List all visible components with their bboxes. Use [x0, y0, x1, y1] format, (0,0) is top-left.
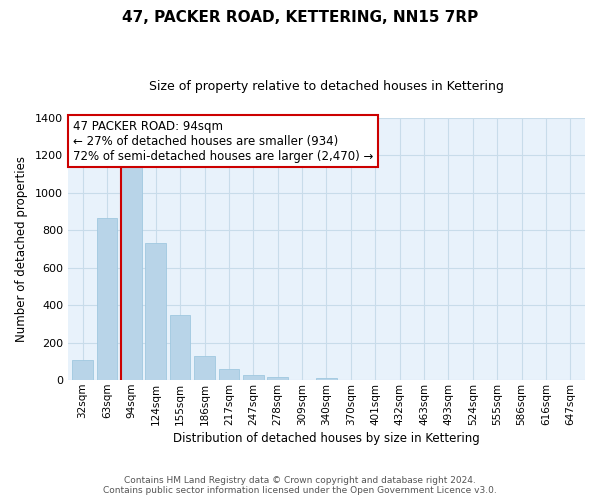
Text: Contains HM Land Registry data © Crown copyright and database right 2024.
Contai: Contains HM Land Registry data © Crown c… — [103, 476, 497, 495]
Title: Size of property relative to detached houses in Kettering: Size of property relative to detached ho… — [149, 80, 504, 93]
Bar — [145, 244, 166, 380]
Text: 47, PACKER ROAD, KETTERING, NN15 7RP: 47, PACKER ROAD, KETTERING, NN15 7RP — [122, 10, 478, 25]
Bar — [243, 374, 263, 380]
Y-axis label: Number of detached properties: Number of detached properties — [15, 156, 28, 342]
Bar — [121, 166, 142, 380]
Bar — [194, 356, 215, 380]
Bar — [72, 360, 93, 380]
Bar — [268, 378, 288, 380]
Bar — [170, 316, 190, 380]
Bar — [97, 218, 118, 380]
X-axis label: Distribution of detached houses by size in Kettering: Distribution of detached houses by size … — [173, 432, 480, 445]
Text: 47 PACKER ROAD: 94sqm
← 27% of detached houses are smaller (934)
72% of semi-det: 47 PACKER ROAD: 94sqm ← 27% of detached … — [73, 120, 373, 162]
Bar — [218, 369, 239, 380]
Bar — [316, 378, 337, 380]
